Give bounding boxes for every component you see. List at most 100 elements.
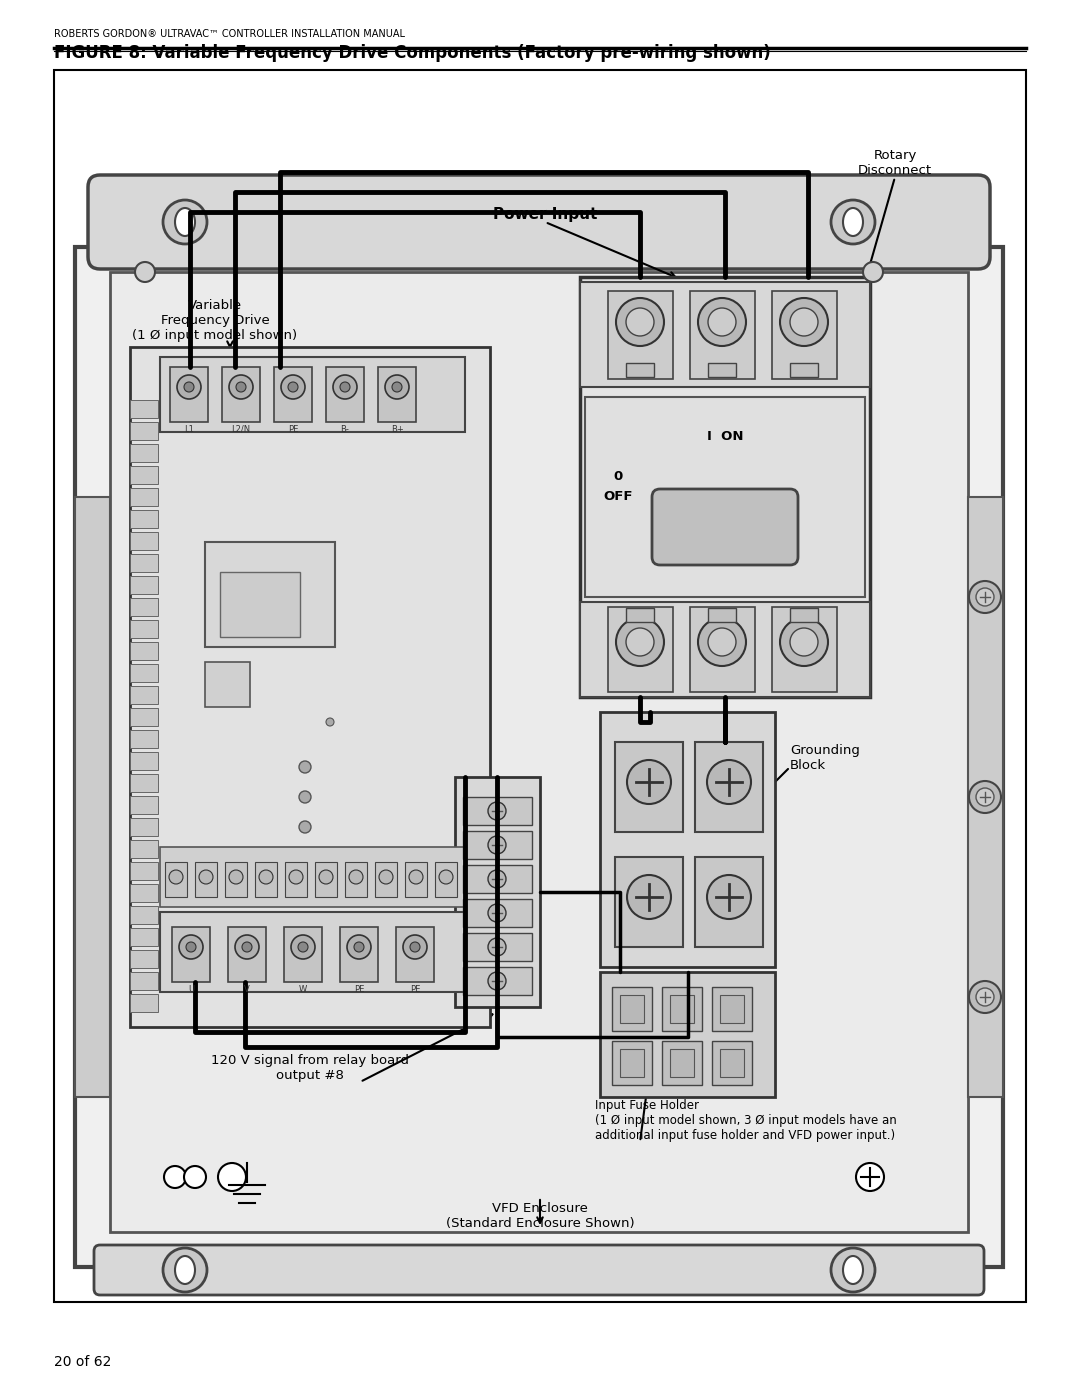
- Bar: [75, 497, 110, 1097]
- Circle shape: [177, 374, 201, 400]
- Bar: [205, 542, 335, 647]
- Circle shape: [627, 875, 671, 919]
- Bar: [130, 972, 158, 990]
- Ellipse shape: [175, 1256, 195, 1284]
- Bar: [315, 862, 337, 897]
- Bar: [690, 291, 755, 379]
- Circle shape: [789, 307, 818, 337]
- Circle shape: [488, 904, 507, 922]
- Circle shape: [379, 870, 393, 884]
- Bar: [130, 819, 158, 835]
- Bar: [130, 907, 158, 923]
- Circle shape: [291, 935, 315, 958]
- Bar: [396, 928, 434, 982]
- Circle shape: [235, 935, 259, 958]
- Circle shape: [438, 870, 453, 884]
- Bar: [54, 70, 1026, 1302]
- Circle shape: [409, 870, 423, 884]
- Text: Input Fuse Holder
(1 Ø input model shown, 3 Ø input models have an
additional in: Input Fuse Holder (1 Ø input model shown…: [595, 1099, 896, 1141]
- Bar: [620, 995, 644, 1023]
- Bar: [772, 291, 837, 379]
- Bar: [463, 865, 532, 893]
- Circle shape: [976, 788, 994, 806]
- Bar: [690, 608, 755, 692]
- Bar: [463, 900, 532, 928]
- Circle shape: [164, 1166, 186, 1187]
- Bar: [225, 862, 247, 897]
- Ellipse shape: [843, 208, 863, 236]
- Bar: [130, 488, 158, 506]
- Bar: [170, 367, 208, 422]
- Circle shape: [488, 835, 507, 854]
- Bar: [130, 532, 158, 550]
- Text: Relay
120 V: Relay 120 V: [401, 989, 440, 1017]
- Text: 20 of 62: 20 of 62: [54, 1355, 111, 1369]
- Bar: [375, 862, 397, 897]
- FancyBboxPatch shape: [94, 1245, 984, 1295]
- Bar: [130, 840, 158, 858]
- Bar: [75, 247, 1003, 1267]
- Bar: [608, 291, 673, 379]
- Circle shape: [863, 263, 883, 282]
- Circle shape: [969, 581, 1001, 613]
- Circle shape: [707, 760, 751, 805]
- Bar: [130, 576, 158, 594]
- Bar: [130, 686, 158, 704]
- Circle shape: [780, 298, 828, 346]
- Bar: [580, 277, 870, 697]
- Bar: [172, 928, 210, 982]
- Bar: [130, 708, 158, 726]
- Circle shape: [976, 988, 994, 1006]
- Text: ROBERTS GORDON® ULTRAVAC™ CONTROLLER INSTALLATION MANUAL: ROBERTS GORDON® ULTRAVAC™ CONTROLLER INS…: [54, 29, 405, 39]
- Circle shape: [326, 718, 334, 726]
- Bar: [130, 995, 158, 1011]
- Circle shape: [969, 781, 1001, 813]
- Bar: [130, 796, 158, 814]
- Text: L1: L1: [184, 425, 194, 434]
- Bar: [130, 862, 158, 880]
- Bar: [165, 862, 187, 897]
- Text: V: V: [244, 985, 249, 995]
- Bar: [220, 571, 300, 637]
- Bar: [130, 598, 158, 616]
- Circle shape: [237, 381, 246, 393]
- Circle shape: [163, 1248, 207, 1292]
- Bar: [130, 643, 158, 659]
- Bar: [626, 363, 654, 377]
- Text: B-: B-: [340, 425, 350, 434]
- Text: 120 V signal from relay board
output #8: 120 V signal from relay board output #8: [211, 1053, 409, 1083]
- Bar: [130, 444, 158, 462]
- Bar: [255, 862, 276, 897]
- Circle shape: [392, 381, 402, 393]
- Circle shape: [780, 617, 828, 666]
- Bar: [130, 510, 158, 528]
- Bar: [615, 742, 683, 833]
- Circle shape: [179, 935, 203, 958]
- Text: L2/N: L2/N: [231, 425, 251, 434]
- Bar: [968, 497, 1003, 1097]
- Bar: [228, 928, 266, 982]
- Circle shape: [831, 1248, 875, 1292]
- Circle shape: [969, 981, 1001, 1013]
- Circle shape: [626, 629, 654, 657]
- Bar: [463, 831, 532, 859]
- Circle shape: [384, 374, 409, 400]
- Circle shape: [708, 307, 735, 337]
- Circle shape: [281, 374, 305, 400]
- Bar: [615, 856, 683, 947]
- Circle shape: [488, 937, 507, 956]
- Text: FIGURE 8: Variable Frequency Drive Components (Factory pre-wiring shown): FIGURE 8: Variable Frequency Drive Compo…: [54, 43, 771, 61]
- Bar: [130, 928, 158, 946]
- Circle shape: [218, 1162, 246, 1192]
- Circle shape: [186, 942, 195, 951]
- Bar: [405, 862, 427, 897]
- Bar: [720, 995, 744, 1023]
- Circle shape: [242, 942, 252, 951]
- Bar: [130, 752, 158, 770]
- Bar: [612, 1041, 652, 1085]
- Text: 0: 0: [613, 471, 623, 483]
- Bar: [435, 862, 457, 897]
- Bar: [195, 862, 217, 897]
- Circle shape: [259, 870, 273, 884]
- Circle shape: [135, 263, 156, 282]
